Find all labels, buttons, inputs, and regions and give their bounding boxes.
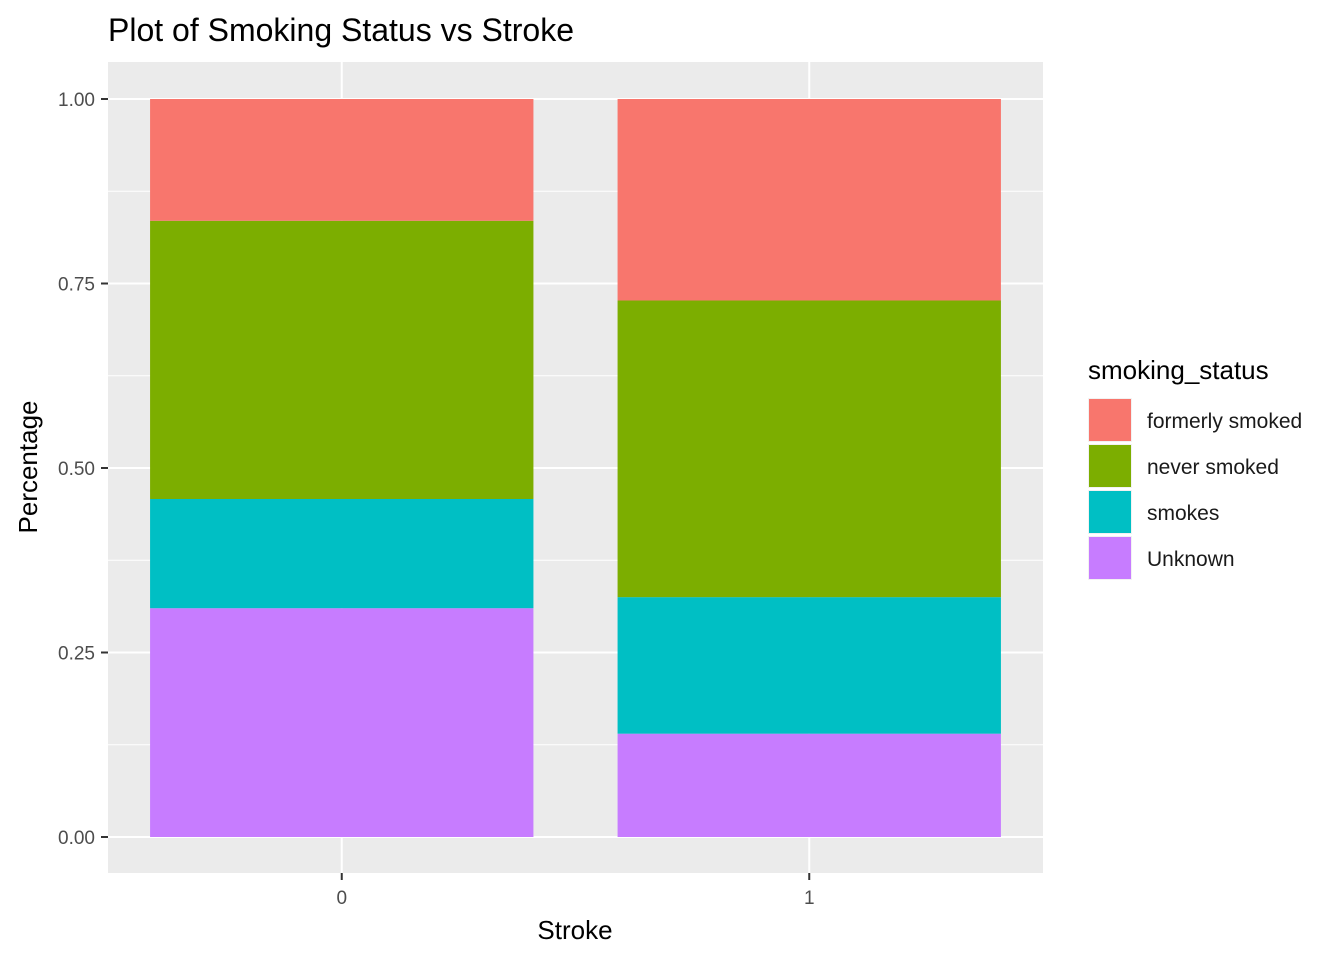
- legend-label: formerly smoked: [1147, 410, 1302, 433]
- x-axis-title: Stroke: [537, 915, 612, 945]
- legend-label: Unknown: [1147, 548, 1235, 571]
- y-tick-label: 0.50: [58, 459, 95, 480]
- legend-title: smoking_status: [1088, 355, 1269, 385]
- bar-stacks: [150, 99, 1001, 837]
- bar-segment: [150, 220, 534, 499]
- legend-label: smokes: [1147, 502, 1219, 525]
- y-axis: 0.00 0.25 0.50 0.75 1.00: [58, 90, 108, 849]
- legend-swatch: [1089, 399, 1131, 441]
- legend-swatch: [1089, 445, 1131, 487]
- y-tick-label: 0.00: [58, 828, 95, 849]
- bar-segment: [617, 733, 1001, 837]
- legend-label: never smoked: [1147, 456, 1279, 479]
- bar-segment: [617, 597, 1001, 734]
- x-tick-label: 0: [336, 888, 347, 909]
- legend-swatch: [1089, 537, 1131, 579]
- y-axis-title: Percentage: [13, 401, 43, 534]
- y-tick-label: 0.25: [58, 644, 95, 665]
- bar-segment: [150, 99, 534, 221]
- legend-swatch: [1089, 491, 1131, 533]
- bar-segment: [617, 300, 1001, 598]
- y-tick-label: 1.00: [58, 90, 95, 111]
- bar-segment: [150, 498, 534, 609]
- y-tick-label: 0.75: [58, 275, 95, 296]
- legend: smoking_status formerly smoked never smok…: [1088, 355, 1302, 580]
- bar-segment: [617, 99, 1001, 301]
- chart-title: Plot of Smoking Status vs Stroke: [108, 12, 574, 48]
- x-tick-label: 1: [804, 888, 815, 909]
- bar-segment: [150, 608, 534, 837]
